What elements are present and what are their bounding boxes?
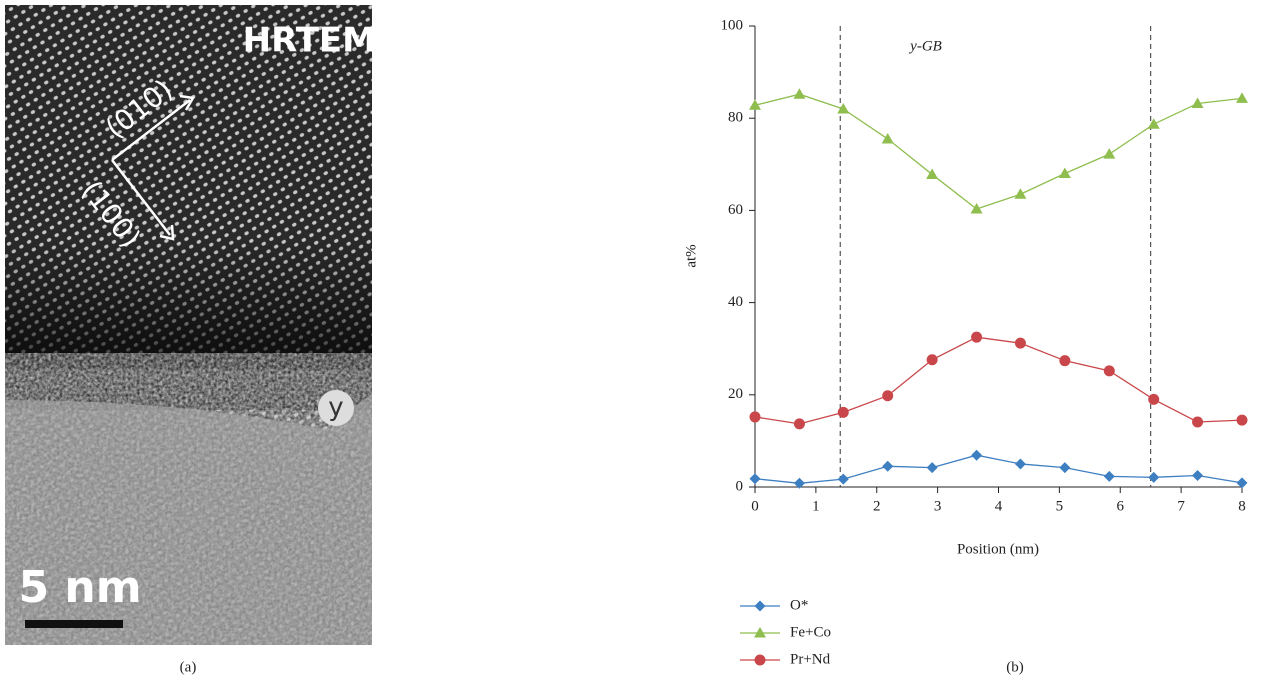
point — [971, 332, 982, 343]
caption: (a) — [180, 659, 197, 675]
caption: (b) — [1006, 659, 1024, 675]
point — [927, 462, 938, 473]
y-tick-label: 0 — [736, 478, 744, 494]
point — [927, 354, 938, 365]
point — [1192, 470, 1203, 481]
legend-label: O* — [790, 597, 808, 613]
point — [1059, 168, 1071, 179]
legend-label: Fe+Co — [790, 624, 831, 640]
x-tick-label: 5 — [1056, 498, 1064, 514]
point — [1104, 365, 1115, 376]
y-tick-label: 100 — [721, 17, 744, 33]
y-axis-label: at% — [683, 244, 699, 267]
annotation: y-GB — [908, 38, 942, 54]
point — [794, 418, 805, 429]
point — [750, 411, 761, 422]
x-tick-label: 7 — [1177, 498, 1185, 514]
scale-bar — [25, 620, 123, 628]
y-tick-label: 80 — [728, 110, 743, 126]
legend-marker — [754, 627, 766, 638]
x-tick-label: 8 — [1238, 498, 1246, 514]
y-tick-label: 40 — [728, 294, 743, 310]
x-tick-label: 0 — [751, 498, 759, 514]
point — [1148, 472, 1159, 483]
point — [882, 461, 893, 472]
image-label: HRTEM — [243, 21, 376, 61]
series-line — [755, 337, 1242, 424]
point — [1059, 462, 1070, 473]
point — [1015, 338, 1026, 349]
point — [1236, 92, 1248, 103]
y-tick-label: 20 — [728, 386, 743, 402]
point — [838, 407, 849, 418]
figure: HRTEM (010) (100) y 5 nm (a) (b) Positio… — [0, 0, 1287, 686]
series-line — [755, 455, 1242, 483]
point — [1059, 355, 1070, 366]
point — [838, 474, 849, 485]
scale-bar-label: 5 nm — [18, 562, 141, 613]
point — [1237, 415, 1248, 426]
legend-marker — [755, 655, 766, 666]
x-tick-label: 3 — [934, 498, 942, 514]
x-tick-label: 6 — [1117, 498, 1125, 514]
point — [1103, 148, 1115, 159]
point — [1148, 118, 1160, 128]
series-line — [755, 94, 1242, 209]
x-axis-label: Position (nm) — [957, 541, 1039, 557]
legend-label: Pr+Nd — [790, 651, 831, 667]
point — [882, 390, 893, 401]
point — [1192, 416, 1203, 427]
legend-marker — [755, 601, 766, 612]
point — [1148, 394, 1159, 405]
x-tick-label: 2 — [873, 498, 881, 514]
point — [971, 450, 982, 461]
point — [1014, 188, 1026, 199]
point — [750, 473, 761, 484]
point — [1015, 458, 1026, 469]
point — [882, 133, 894, 144]
point — [793, 88, 805, 99]
y-tick-label: 60 — [728, 202, 743, 218]
x-tick-label: 1 — [812, 498, 820, 514]
x-tick-label: 4 — [995, 498, 1003, 514]
point — [926, 168, 938, 179]
point — [1104, 471, 1115, 482]
marker-label: y — [328, 393, 343, 423]
